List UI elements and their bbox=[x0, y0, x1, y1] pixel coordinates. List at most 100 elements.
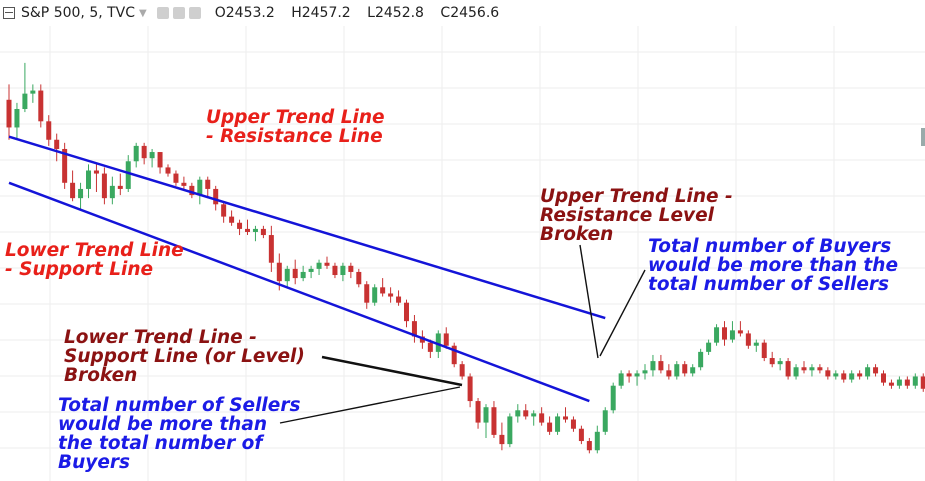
candle-body bbox=[62, 148, 68, 183]
candle-body bbox=[173, 173, 179, 183]
lower-trend-line bbox=[8, 181, 590, 403]
candle-body bbox=[650, 361, 656, 371]
candle-body bbox=[777, 361, 783, 365]
high-value: H2457.2 bbox=[291, 5, 351, 21]
candle-body bbox=[133, 145, 139, 162]
candle-body bbox=[332, 265, 338, 276]
candle-body bbox=[388, 293, 394, 297]
candle-body bbox=[634, 373, 640, 377]
candle-body bbox=[873, 367, 879, 374]
candle-body bbox=[396, 296, 402, 303]
candle-body bbox=[570, 419, 576, 429]
candle-body bbox=[292, 268, 298, 279]
candle-body bbox=[284, 268, 290, 282]
candle-body bbox=[427, 342, 433, 352]
candle-body bbox=[706, 342, 712, 352]
candle-body bbox=[30, 90, 36, 94]
annotation-lower-trend-line: Lower Trend Line - Support Line bbox=[5, 240, 184, 280]
candle-body bbox=[245, 228, 250, 232]
candle-body bbox=[523, 410, 529, 417]
candle-body bbox=[491, 407, 497, 435]
symbol-title[interactable]: S&P 500, 5, TVC bbox=[21, 5, 136, 21]
candle-body bbox=[300, 271, 306, 279]
candle-body bbox=[896, 379, 902, 386]
candle-body bbox=[809, 367, 815, 371]
candle-body bbox=[205, 179, 211, 189]
candle-body bbox=[801, 367, 807, 371]
chart-panel-icon[interactable] bbox=[3, 7, 15, 19]
candle-body bbox=[276, 262, 282, 282]
candle-body bbox=[912, 376, 918, 386]
candle-body bbox=[157, 152, 163, 168]
settings-icon[interactable] bbox=[172, 7, 185, 19]
candle-body bbox=[125, 161, 131, 189]
pointer-sellers bbox=[279, 386, 461, 424]
candle-body bbox=[682, 364, 688, 374]
candle-body bbox=[769, 358, 775, 365]
candle-body bbox=[316, 262, 322, 269]
ohlc-values: O2453.2 H2457.2 L2452.8 C2456.6 bbox=[215, 5, 511, 21]
candle-body bbox=[93, 170, 99, 174]
visibility-icon[interactable] bbox=[156, 7, 169, 19]
candle-body bbox=[666, 370, 672, 377]
open-value: O2453.2 bbox=[214, 5, 275, 21]
candle-body bbox=[46, 121, 52, 140]
candle-body bbox=[539, 413, 545, 423]
candle-body bbox=[555, 416, 561, 432]
candle-body bbox=[189, 185, 195, 196]
pointer-buyers bbox=[599, 269, 646, 357]
annotation-upper-broken: Upper Trend Line - Resistance Level Brok… bbox=[540, 186, 733, 245]
candle-body bbox=[38, 90, 44, 122]
candle-body bbox=[483, 407, 489, 423]
candle-body bbox=[729, 330, 735, 340]
trend-lines bbox=[8, 135, 606, 403]
candle-body bbox=[252, 228, 258, 232]
annotation-pointers bbox=[279, 244, 646, 424]
candle-body bbox=[920, 376, 925, 389]
candle-body bbox=[841, 373, 847, 380]
candle-body bbox=[658, 361, 664, 371]
candle-body bbox=[165, 167, 171, 174]
candle-body bbox=[698, 351, 704, 368]
annotation-upper-trend-line: Upper Trend Line - Resistance Line bbox=[206, 107, 385, 147]
candle-body bbox=[117, 185, 123, 189]
candle-body bbox=[443, 333, 449, 346]
scale-handle[interactable] bbox=[921, 128, 925, 146]
candle-body bbox=[22, 93, 28, 110]
candle-body bbox=[6, 99, 12, 128]
candle-body bbox=[547, 422, 553, 432]
candle-body bbox=[722, 327, 727, 340]
candle-body bbox=[626, 373, 632, 377]
candle-body bbox=[563, 416, 568, 420]
candle-body bbox=[109, 185, 115, 199]
candle-body bbox=[610, 385, 616, 411]
candle-body bbox=[459, 364, 465, 377]
candle-body bbox=[70, 182, 76, 199]
candle-body bbox=[674, 364, 680, 377]
chart-header: S&P 500, 5, TVC ▼ O2453.2 H2457.2 L2452.… bbox=[0, 0, 511, 26]
candle-body bbox=[364, 284, 370, 303]
candle-body bbox=[451, 345, 457, 365]
candle-body bbox=[857, 373, 863, 377]
annotation-lower-broken: Lower Trend Line - Support Line (or Leve… bbox=[64, 327, 305, 386]
candle-body bbox=[404, 302, 409, 322]
candle-body bbox=[714, 327, 720, 343]
candle-body bbox=[86, 170, 91, 189]
low-value: L2452.8 bbox=[367, 5, 424, 21]
candle-body bbox=[737, 330, 743, 334]
close-value: C2456.6 bbox=[440, 5, 500, 21]
candle-body bbox=[237, 222, 243, 229]
chevron-down-icon[interactable]: ▼ bbox=[139, 7, 147, 19]
candle-body bbox=[618, 373, 624, 386]
candle-body bbox=[372, 287, 378, 303]
candle-body bbox=[467, 376, 473, 402]
candle-body bbox=[888, 382, 894, 386]
candle-body bbox=[78, 188, 84, 199]
candle-body bbox=[602, 410, 608, 432]
close-icon[interactable] bbox=[188, 7, 201, 19]
candles bbox=[6, 62, 925, 454]
candle-body bbox=[594, 431, 600, 451]
candle-body bbox=[825, 370, 831, 377]
candle-body bbox=[475, 401, 481, 423]
candle-body bbox=[881, 373, 886, 383]
